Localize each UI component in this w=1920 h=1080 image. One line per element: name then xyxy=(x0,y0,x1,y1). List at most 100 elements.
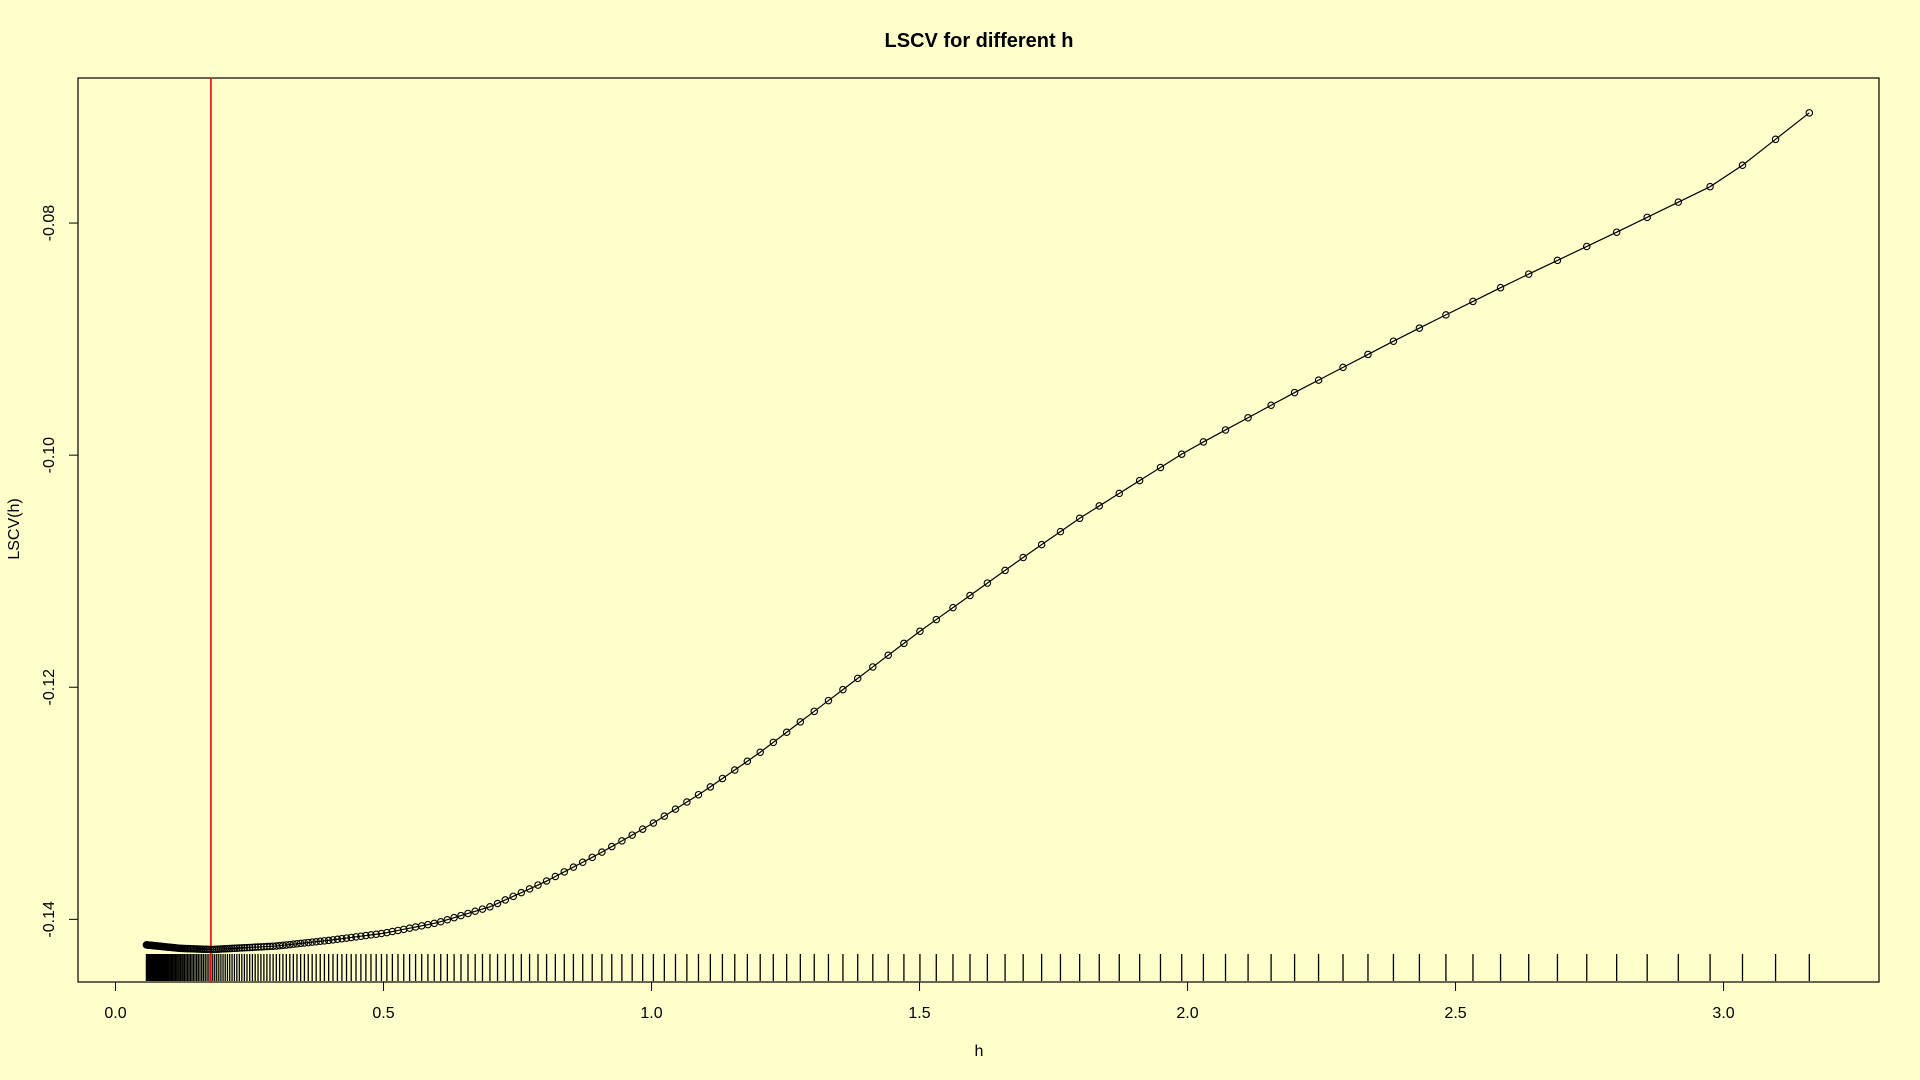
data-point xyxy=(1290,388,1299,397)
data-point xyxy=(1364,350,1372,359)
data-point xyxy=(534,881,542,889)
data-point xyxy=(810,707,818,716)
data-point xyxy=(329,936,337,944)
data-point xyxy=(731,766,739,774)
data-point xyxy=(1738,161,1747,170)
data-point xyxy=(233,944,241,952)
y-tick-label: -0.14 xyxy=(41,901,58,938)
data-point xyxy=(478,905,487,913)
data-point xyxy=(1221,426,1230,434)
data-point xyxy=(671,805,680,813)
data-point xyxy=(560,868,569,876)
data-point xyxy=(486,903,494,911)
data-point xyxy=(743,757,752,766)
data-point xyxy=(916,627,924,636)
data-point xyxy=(509,892,517,901)
data-point xyxy=(352,933,360,941)
chart-title: LSCV for different h xyxy=(885,30,1074,52)
data-point xyxy=(320,937,329,945)
data-point xyxy=(235,944,244,952)
data-point xyxy=(660,812,669,820)
data-point xyxy=(1115,489,1124,498)
x-tick-label: 1.0 xyxy=(640,1005,662,1022)
data-point xyxy=(1674,198,1683,206)
data-point xyxy=(756,748,764,757)
rug-marks xyxy=(145,954,1810,981)
data-point xyxy=(839,685,847,694)
data-point xyxy=(551,872,560,881)
data-point xyxy=(471,907,479,916)
y-tick-label: -0.08 xyxy=(41,205,58,242)
data-point xyxy=(588,853,596,862)
data-point xyxy=(312,937,320,946)
data-point xyxy=(1339,363,1347,372)
data-point xyxy=(1156,463,1165,472)
data-point xyxy=(1095,502,1104,510)
data-point xyxy=(824,696,833,705)
data-point xyxy=(1056,527,1065,536)
data-point xyxy=(1583,242,1591,251)
data-point xyxy=(718,774,727,783)
x-axis: 0.0 0.5 1.0 1.5 2.0 2.5 3.0 xyxy=(104,981,1735,1022)
data-point xyxy=(338,934,346,943)
data-point xyxy=(347,933,355,942)
plot-frame xyxy=(77,77,1880,983)
data-point xyxy=(240,944,249,952)
data-point xyxy=(1706,182,1714,191)
data-point xyxy=(598,848,606,856)
data-point xyxy=(457,911,465,920)
data-point xyxy=(1019,553,1027,562)
data-point xyxy=(248,943,257,952)
data-point xyxy=(694,790,703,799)
data-point xyxy=(1612,228,1621,236)
data-point xyxy=(282,941,291,949)
data-point xyxy=(578,858,587,867)
data-point xyxy=(362,931,370,940)
data-point xyxy=(949,603,957,612)
data-point xyxy=(628,831,636,839)
data-point xyxy=(293,940,301,948)
data-point xyxy=(983,579,992,587)
data-point xyxy=(900,639,908,648)
data-point xyxy=(316,937,324,946)
data-point xyxy=(649,819,658,827)
data-point xyxy=(450,913,458,922)
data-point xyxy=(1496,283,1505,292)
data-point xyxy=(372,930,380,938)
data-point xyxy=(569,863,578,871)
data-point xyxy=(853,674,862,683)
data-point xyxy=(638,825,647,833)
data-point xyxy=(230,944,239,953)
data-point xyxy=(436,917,445,926)
x-tick-label: 1.5 xyxy=(908,1005,930,1022)
data-point xyxy=(388,927,397,936)
data-point xyxy=(300,939,309,947)
data-point xyxy=(308,938,316,946)
data-point xyxy=(706,783,715,791)
y-axis: -0.14 -0.12 -0.10 -0.08 xyxy=(41,205,79,938)
data-point xyxy=(245,943,254,952)
x-tick-label: 0.5 xyxy=(372,1005,394,1022)
data-point xyxy=(517,888,526,897)
data-point xyxy=(769,738,778,747)
data-point xyxy=(869,663,877,671)
data-point xyxy=(493,899,502,908)
y-axis-label: LSCV(h) xyxy=(6,498,23,559)
data-point xyxy=(782,728,791,736)
x-tick-label: 0.0 xyxy=(104,1005,126,1022)
data-point xyxy=(884,651,892,660)
data-point xyxy=(1771,135,1780,144)
data-point xyxy=(1805,109,1814,117)
data-point xyxy=(1075,514,1084,523)
data-point xyxy=(464,909,472,918)
data-point xyxy=(383,928,391,937)
x-tick-label: 2.0 xyxy=(1176,1005,1198,1022)
data-point xyxy=(357,932,365,940)
data-point xyxy=(367,931,375,939)
x-tick-label: 2.5 xyxy=(1444,1005,1466,1022)
data-point xyxy=(1415,324,1424,332)
data-point xyxy=(223,944,232,953)
data-point xyxy=(1135,476,1144,485)
data-point xyxy=(542,877,551,885)
